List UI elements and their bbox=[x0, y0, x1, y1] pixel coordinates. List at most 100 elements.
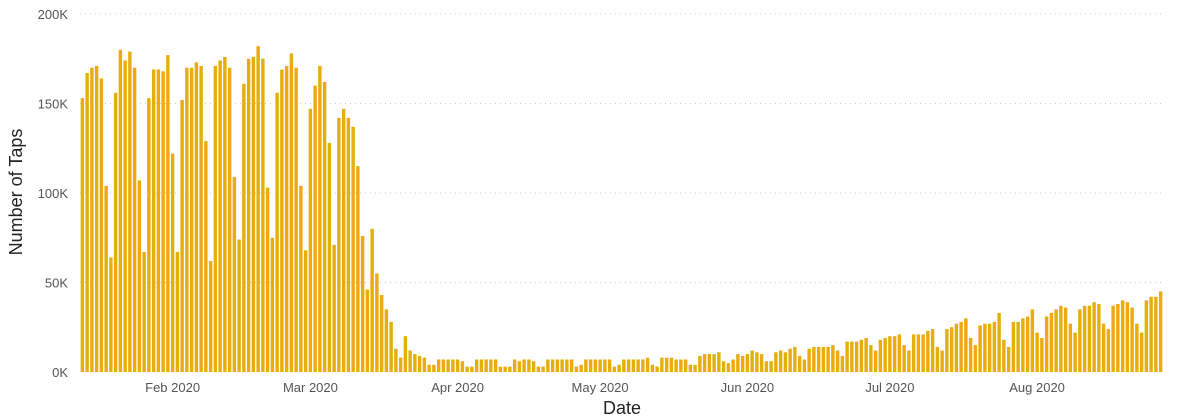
bar bbox=[294, 67, 298, 372]
bar bbox=[878, 339, 883, 372]
bar bbox=[617, 364, 621, 372]
bar bbox=[660, 357, 664, 372]
bar bbox=[289, 53, 294, 372]
bar bbox=[1078, 309, 1082, 372]
bar bbox=[341, 108, 346, 373]
bar bbox=[731, 359, 735, 372]
bar bbox=[626, 359, 631, 372]
x-tick-label: Apr 2020 bbox=[431, 380, 484, 395]
bar bbox=[403, 336, 408, 372]
bar bbox=[911, 334, 916, 372]
bar bbox=[1092, 302, 1096, 372]
bar bbox=[854, 341, 859, 372]
bar bbox=[821, 346, 826, 372]
bar bbox=[774, 352, 778, 372]
bar bbox=[99, 78, 104, 372]
bar bbox=[664, 357, 669, 372]
bar bbox=[213, 65, 218, 372]
bar bbox=[1073, 332, 1077, 372]
bar bbox=[142, 252, 146, 372]
bar bbox=[123, 60, 127, 372]
bar bbox=[921, 334, 925, 372]
bar bbox=[498, 366, 503, 372]
bar bbox=[1087, 305, 1092, 372]
bar bbox=[940, 350, 944, 372]
bar bbox=[926, 330, 930, 372]
bar bbox=[194, 62, 199, 372]
bar bbox=[655, 366, 659, 372]
x-tick-label: Jul 2020 bbox=[865, 380, 914, 395]
bar bbox=[869, 345, 873, 372]
bar bbox=[1101, 323, 1106, 372]
bar bbox=[707, 354, 712, 372]
bar bbox=[512, 359, 517, 372]
bar bbox=[598, 359, 602, 372]
bar bbox=[118, 49, 123, 373]
y-axis: 0K 50K 100K 150K 200K bbox=[38, 7, 69, 380]
bar bbox=[987, 323, 992, 372]
bar bbox=[688, 364, 693, 372]
grid-lines bbox=[80, 13, 1163, 283]
bar bbox=[1021, 318, 1025, 372]
bar bbox=[964, 318, 968, 372]
bar bbox=[726, 363, 731, 372]
bar bbox=[170, 153, 175, 372]
bar bbox=[470, 366, 474, 372]
y-tick-label: 200K bbox=[38, 7, 69, 22]
bar bbox=[189, 67, 194, 372]
bar bbox=[584, 359, 588, 372]
bar bbox=[308, 108, 313, 373]
bar bbox=[1082, 305, 1087, 372]
bar bbox=[218, 60, 222, 372]
bar bbox=[693, 364, 697, 372]
bar bbox=[902, 345, 906, 372]
y-tick-label: 50K bbox=[45, 276, 68, 291]
bar bbox=[199, 65, 203, 372]
bar bbox=[489, 359, 493, 372]
bar bbox=[788, 348, 792, 372]
bar bbox=[859, 339, 864, 372]
bar bbox=[997, 312, 1001, 372]
bar bbox=[755, 352, 759, 372]
bar bbox=[246, 58, 251, 372]
bar bbox=[275, 92, 279, 372]
bar bbox=[441, 359, 446, 372]
x-tick-label: Aug 2020 bbox=[1009, 380, 1065, 395]
bar bbox=[427, 364, 431, 372]
bar bbox=[802, 359, 807, 372]
bar bbox=[717, 352, 721, 372]
bar bbox=[175, 252, 180, 372]
bar bbox=[256, 46, 260, 372]
bar bbox=[740, 355, 745, 372]
bar bbox=[1125, 302, 1130, 372]
bar bbox=[992, 321, 997, 372]
bar bbox=[137, 180, 142, 372]
bar bbox=[588, 359, 593, 372]
bar bbox=[531, 361, 536, 372]
bar bbox=[94, 65, 99, 372]
bar bbox=[935, 346, 940, 372]
bar bbox=[816, 346, 821, 372]
bar bbox=[394, 348, 398, 372]
bar bbox=[945, 329, 949, 372]
bar bbox=[1054, 309, 1058, 372]
bar bbox=[90, 67, 94, 372]
bar bbox=[983, 323, 987, 372]
bar bbox=[80, 98, 85, 372]
bar bbox=[337, 117, 341, 372]
bar bbox=[892, 336, 897, 372]
bar bbox=[398, 357, 403, 372]
bar bbox=[949, 327, 954, 372]
bar bbox=[1040, 337, 1044, 372]
bar bbox=[251, 56, 256, 373]
bar bbox=[607, 359, 612, 372]
bar bbox=[1120, 300, 1125, 372]
bar bbox=[1025, 316, 1030, 372]
bar bbox=[479, 359, 484, 372]
bar bbox=[503, 366, 507, 372]
bar bbox=[826, 346, 830, 372]
x-axis-title: Date bbox=[603, 398, 641, 418]
bar bbox=[565, 359, 569, 372]
y-tick-label: 0K bbox=[52, 365, 68, 380]
